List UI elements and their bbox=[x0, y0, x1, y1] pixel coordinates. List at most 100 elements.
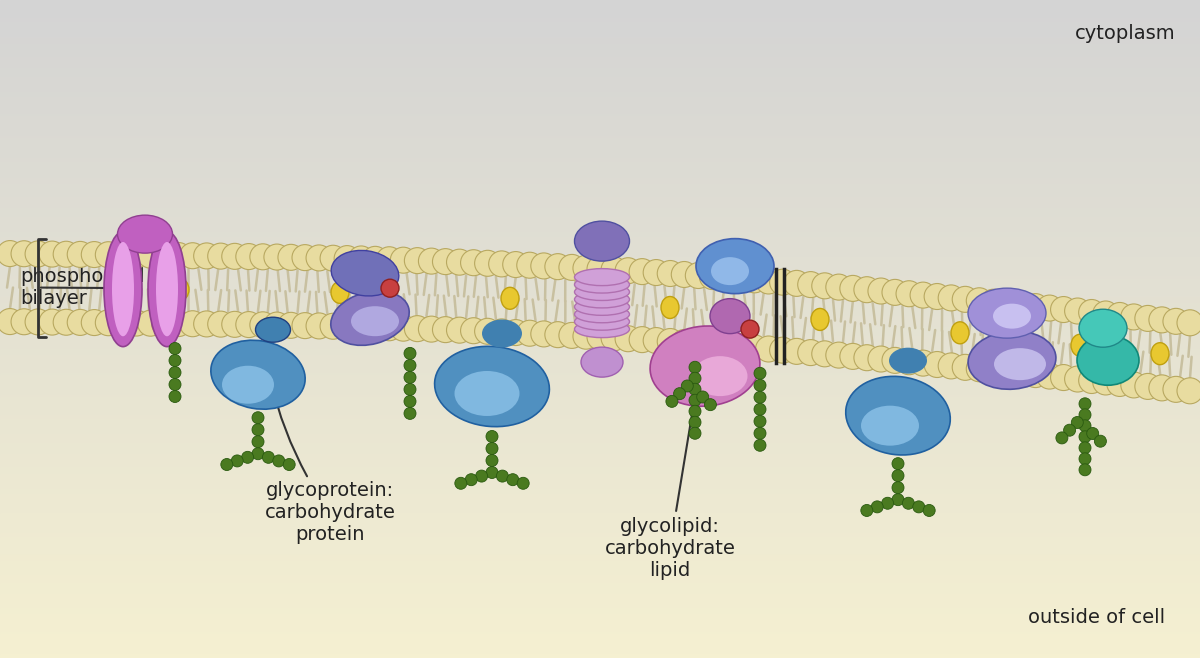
Bar bbox=[0, 494, 1200, 495]
Ellipse shape bbox=[331, 251, 398, 296]
Bar bbox=[0, 586, 1200, 588]
Circle shape bbox=[742, 320, 760, 338]
Circle shape bbox=[756, 336, 781, 362]
Bar bbox=[0, 544, 1200, 546]
Bar bbox=[0, 553, 1200, 555]
Ellipse shape bbox=[575, 291, 630, 308]
Bar bbox=[0, 651, 1200, 653]
Ellipse shape bbox=[331, 291, 409, 345]
Circle shape bbox=[742, 267, 768, 293]
Bar bbox=[0, 81, 1200, 84]
Ellipse shape bbox=[1078, 335, 1139, 385]
Bar bbox=[0, 130, 1200, 132]
Circle shape bbox=[169, 378, 181, 390]
Circle shape bbox=[616, 326, 641, 352]
Bar bbox=[0, 290, 1200, 291]
Circle shape bbox=[124, 310, 150, 336]
Circle shape bbox=[1050, 297, 1076, 322]
Circle shape bbox=[966, 356, 992, 382]
Bar bbox=[0, 436, 1200, 439]
Circle shape bbox=[689, 405, 701, 417]
Bar bbox=[0, 232, 1200, 235]
Bar bbox=[0, 35, 1200, 38]
Bar bbox=[0, 156, 1200, 158]
Bar bbox=[0, 11, 1200, 13]
Bar bbox=[0, 88, 1200, 90]
Circle shape bbox=[404, 371, 416, 384]
Bar bbox=[0, 270, 1200, 272]
Circle shape bbox=[404, 407, 416, 419]
Circle shape bbox=[180, 243, 205, 268]
Ellipse shape bbox=[650, 326, 760, 406]
Bar bbox=[0, 243, 1200, 245]
Circle shape bbox=[854, 345, 880, 370]
Bar bbox=[0, 590, 1200, 592]
Bar bbox=[0, 401, 1200, 403]
Circle shape bbox=[882, 280, 908, 305]
Bar bbox=[0, 452, 1200, 454]
Circle shape bbox=[0, 241, 23, 266]
Bar bbox=[0, 276, 1200, 278]
Bar bbox=[0, 634, 1200, 636]
Circle shape bbox=[704, 399, 716, 411]
Bar bbox=[0, 360, 1200, 362]
Bar bbox=[0, 301, 1200, 303]
Circle shape bbox=[798, 272, 823, 297]
Bar bbox=[0, 195, 1200, 197]
Circle shape bbox=[1056, 432, 1068, 444]
Bar bbox=[0, 199, 1200, 202]
Ellipse shape bbox=[455, 371, 520, 416]
Circle shape bbox=[754, 415, 766, 427]
Bar bbox=[0, 86, 1200, 88]
Bar bbox=[0, 601, 1200, 603]
Bar bbox=[0, 94, 1200, 97]
Bar bbox=[0, 362, 1200, 364]
Circle shape bbox=[1037, 295, 1062, 321]
Circle shape bbox=[1087, 428, 1099, 440]
Circle shape bbox=[629, 259, 655, 285]
Bar bbox=[0, 426, 1200, 428]
Ellipse shape bbox=[331, 282, 349, 303]
Circle shape bbox=[601, 325, 628, 351]
Bar bbox=[0, 134, 1200, 136]
Bar bbox=[0, 250, 1200, 252]
Circle shape bbox=[1063, 424, 1075, 436]
Circle shape bbox=[180, 311, 205, 337]
Bar bbox=[0, 342, 1200, 344]
Ellipse shape bbox=[575, 268, 630, 286]
Bar bbox=[0, 268, 1200, 270]
Bar bbox=[0, 370, 1200, 373]
Bar bbox=[0, 566, 1200, 568]
Bar bbox=[0, 638, 1200, 640]
Ellipse shape bbox=[575, 313, 630, 330]
Bar bbox=[0, 228, 1200, 230]
Circle shape bbox=[545, 253, 571, 280]
Bar bbox=[0, 70, 1200, 72]
Circle shape bbox=[488, 251, 515, 277]
Bar bbox=[0, 597, 1200, 599]
Text: phospholipid
bilayer: phospholipid bilayer bbox=[20, 268, 145, 309]
Circle shape bbox=[53, 241, 79, 267]
Bar bbox=[0, 498, 1200, 500]
Bar bbox=[0, 169, 1200, 171]
Circle shape bbox=[938, 285, 964, 311]
Bar bbox=[0, 44, 1200, 46]
Bar bbox=[0, 105, 1200, 107]
Circle shape bbox=[517, 477, 529, 490]
Circle shape bbox=[1148, 307, 1175, 333]
Circle shape bbox=[754, 392, 766, 403]
Circle shape bbox=[1008, 292, 1034, 318]
Bar bbox=[0, 640, 1200, 643]
Circle shape bbox=[241, 451, 253, 463]
Bar bbox=[0, 577, 1200, 579]
Bar bbox=[0, 643, 1200, 645]
Bar bbox=[0, 125, 1200, 127]
Bar bbox=[0, 164, 1200, 166]
Bar bbox=[0, 41, 1200, 44]
Circle shape bbox=[1079, 368, 1105, 393]
Circle shape bbox=[685, 330, 712, 357]
Bar bbox=[0, 110, 1200, 112]
Bar bbox=[0, 206, 1200, 209]
Circle shape bbox=[1148, 375, 1175, 401]
Bar bbox=[0, 630, 1200, 632]
